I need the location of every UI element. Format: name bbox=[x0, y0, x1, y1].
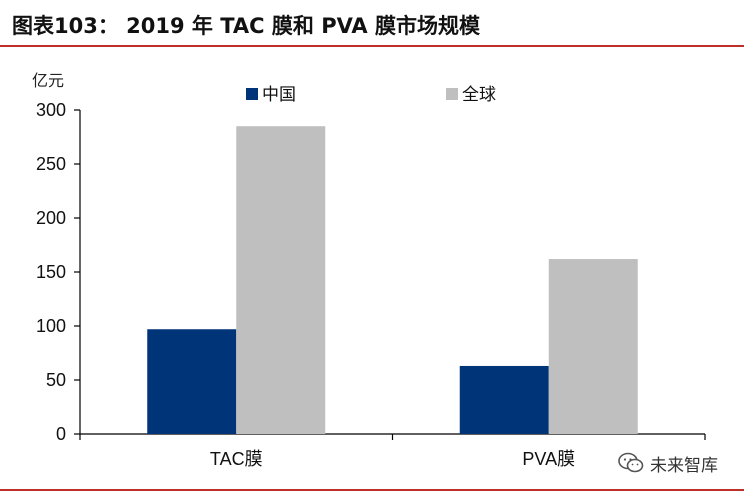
x-tick-label: PVA膜 bbox=[522, 449, 575, 469]
footer-divider bbox=[0, 489, 744, 491]
y-tick-label: 250 bbox=[36, 154, 66, 174]
legend-swatch-global bbox=[446, 88, 458, 100]
bar-china-0 bbox=[147, 329, 237, 434]
legend-label-china: 中国 bbox=[262, 85, 296, 104]
figure-title: 图表103： 2019 年 TAC 膜和 PVA 膜市场规模 bbox=[12, 14, 480, 38]
legend-label-global: 全球 bbox=[462, 85, 496, 104]
y-tick-label: 200 bbox=[36, 208, 66, 228]
y-tick-label: 100 bbox=[36, 316, 66, 336]
y-tick-label: 0 bbox=[56, 424, 66, 444]
figure-header: 图表103： 2019 年 TAC 膜和 PVA 膜市场规模 bbox=[0, 0, 744, 47]
x-tick-label: TAC膜 bbox=[210, 449, 263, 469]
watermark-text: 未来智库 bbox=[650, 455, 718, 476]
bar-global-0 bbox=[236, 126, 326, 434]
y-tick-label: 50 bbox=[46, 370, 66, 390]
y-axis-label: 亿元 bbox=[32, 72, 64, 90]
bar-china-1 bbox=[459, 365, 549, 434]
watermark: 未来智库 bbox=[618, 450, 718, 476]
header-divider bbox=[0, 45, 744, 47]
wechat-icon bbox=[618, 452, 644, 473]
y-tick-label: 300 bbox=[36, 100, 66, 120]
legend-swatch-china bbox=[246, 88, 258, 100]
x-axis: TAC膜 PVA膜 bbox=[79, 433, 706, 469]
y-axis: 0 50 100 150 200 250 300 bbox=[36, 100, 81, 444]
bar-global-1 bbox=[548, 259, 638, 434]
chart-legend: 中国 全球 bbox=[246, 85, 496, 104]
bars bbox=[147, 126, 638, 434]
y-tick-label: 150 bbox=[36, 262, 66, 282]
